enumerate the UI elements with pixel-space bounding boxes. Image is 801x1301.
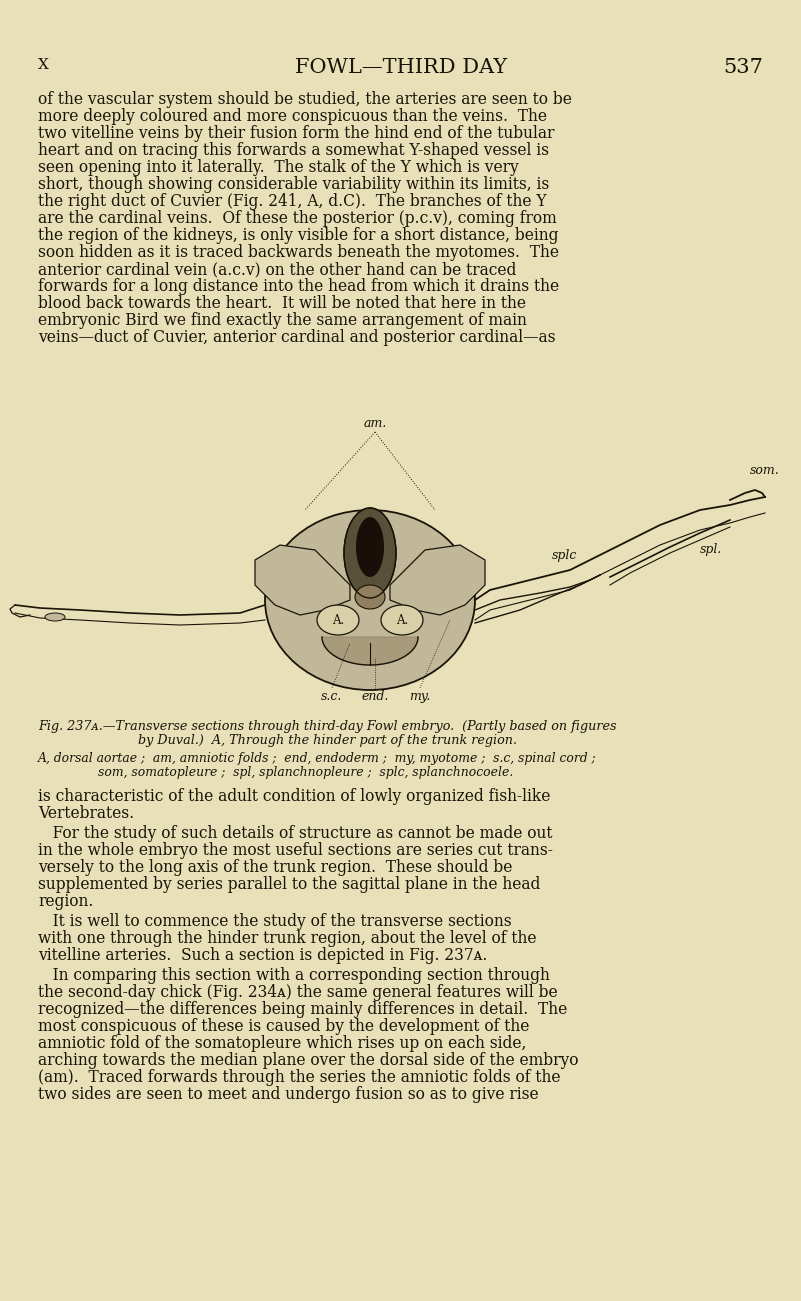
Text: s.c.: s.c.	[321, 690, 343, 703]
Text: recognized—the differences being mainly differences in detail.  The: recognized—the differences being mainly …	[38, 1000, 567, 1017]
Ellipse shape	[355, 585, 385, 609]
Text: 537: 537	[723, 59, 763, 77]
Text: by Duval.)  A, Through the hinder part of the trunk region.: by Duval.) A, Through the hinder part of…	[138, 734, 517, 747]
Text: in the whole embryo the most useful sections are series cut trans-: in the whole embryo the most useful sect…	[38, 842, 553, 859]
Text: are the cardinal veins.  Of these the posterior (p.c.v), coming from: are the cardinal veins. Of these the pos…	[38, 209, 557, 226]
Text: spl.: spl.	[700, 544, 723, 557]
Text: short, though showing considerable variability within its limits, is: short, though showing considerable varia…	[38, 176, 549, 193]
Text: FOWL—THIRD DAY: FOWL—THIRD DAY	[295, 59, 507, 77]
Ellipse shape	[317, 605, 359, 635]
Text: with one through the hinder trunk region, about the level of the: with one through the hinder trunk region…	[38, 930, 537, 947]
Text: X: X	[38, 59, 49, 72]
Text: soon hidden as it is traced backwards beneath the myotomes.  The: soon hidden as it is traced backwards be…	[38, 245, 559, 262]
Ellipse shape	[344, 507, 396, 598]
Text: Fig. 237ᴀ.—Transverse sections through third-day Fowl embryo.  (Partly based on : Fig. 237ᴀ.—Transverse sections through t…	[38, 719, 617, 732]
Text: A.: A.	[396, 614, 409, 627]
Text: vitelline arteries.  Such a section is depicted in Fig. 237ᴀ.: vitelline arteries. Such a section is de…	[38, 947, 487, 964]
Text: (am).  Traced forwards through the series the amniotic folds of the: (am). Traced forwards through the series…	[38, 1069, 561, 1086]
Text: the region of the kidneys, is only visible for a short distance, being: the region of the kidneys, is only visib…	[38, 226, 558, 245]
Text: veins—duct of Cuvier, anterior cardinal and posterior cardinal—as: veins—duct of Cuvier, anterior cardinal …	[38, 329, 556, 346]
Text: two sides are seen to meet and undergo fusion so as to give rise: two sides are seen to meet and undergo f…	[38, 1086, 538, 1103]
Ellipse shape	[265, 510, 475, 690]
Text: amniotic fold of the somatopleure which rises up on each side,: amniotic fold of the somatopleure which …	[38, 1036, 526, 1053]
Text: som, somatopleure ;  spl, splanchnopleure ;  splc, splanchnocoele.: som, somatopleure ; spl, splanchnopleure…	[98, 766, 513, 779]
Text: am.: am.	[364, 418, 387, 431]
Text: end.: end.	[361, 690, 388, 703]
Text: versely to the long axis of the trunk region.  These should be: versely to the long axis of the trunk re…	[38, 859, 513, 876]
Text: For the study of such details of structure as cannot be made out: For the study of such details of structu…	[38, 825, 553, 842]
Text: A, dorsal aortae ;  am, amniotic folds ;  end, endoderm ;  my, myotome ;  s.c, s: A, dorsal aortae ; am, amniotic folds ; …	[38, 752, 597, 765]
Ellipse shape	[381, 605, 423, 635]
Text: the second-day chick (Fig. 234ᴀ) the same general features will be: the second-day chick (Fig. 234ᴀ) the sam…	[38, 984, 557, 1000]
Text: A.: A.	[332, 614, 344, 627]
Text: Vertebrates.: Vertebrates.	[38, 805, 134, 822]
Text: of the vascular system should be studied, the arteries are seen to be: of the vascular system should be studied…	[38, 91, 572, 108]
Text: heart and on tracing this forwards a somewhat Y-shaped vessel is: heart and on tracing this forwards a som…	[38, 142, 549, 159]
Ellipse shape	[356, 516, 384, 578]
Polygon shape	[390, 545, 485, 615]
Text: the right duct of Cuvier (Fig. 241, A, d.C).  The branches of the Y: the right duct of Cuvier (Fig. 241, A, d…	[38, 193, 546, 209]
Polygon shape	[255, 545, 350, 615]
Text: embryonic Bird we find exactly the same arrangement of main: embryonic Bird we find exactly the same …	[38, 312, 527, 329]
Text: splc: splc	[553, 549, 578, 562]
Text: anterior cardinal vein (a.c.v) on the other hand can be traced: anterior cardinal vein (a.c.v) on the ot…	[38, 262, 517, 278]
Text: region.: region.	[38, 892, 94, 909]
Text: two vitelline veins by their fusion form the hind end of the tubular: two vitelline veins by their fusion form…	[38, 125, 554, 142]
Text: seen opening into it laterally.  The stalk of the Y which is very: seen opening into it laterally. The stal…	[38, 159, 519, 176]
Text: blood back towards the heart.  It will be noted that here in the: blood back towards the heart. It will be…	[38, 295, 526, 312]
Ellipse shape	[45, 613, 65, 621]
Text: som.: som.	[750, 463, 779, 476]
Text: In comparing this section with a corresponding section through: In comparing this section with a corresp…	[38, 967, 549, 984]
Text: forwards for a long distance into the head from which it drains the: forwards for a long distance into the he…	[38, 278, 559, 295]
Polygon shape	[322, 637, 418, 665]
Text: most conspicuous of these is caused by the development of the: most conspicuous of these is caused by t…	[38, 1017, 529, 1036]
Text: more deeply coloured and more conspicuous than the veins.  The: more deeply coloured and more conspicuou…	[38, 108, 547, 125]
Text: It is well to commence the study of the transverse sections: It is well to commence the study of the …	[38, 913, 512, 930]
Text: is characteristic of the adult condition of lowly organized fish-like: is characteristic of the adult condition…	[38, 788, 550, 805]
Text: arching towards the median plane over the dorsal side of the embryo: arching towards the median plane over th…	[38, 1053, 578, 1069]
Text: supplemented by series parallel to the sagittal plane in the head: supplemented by series parallel to the s…	[38, 876, 541, 892]
Text: my.: my.	[409, 690, 431, 703]
